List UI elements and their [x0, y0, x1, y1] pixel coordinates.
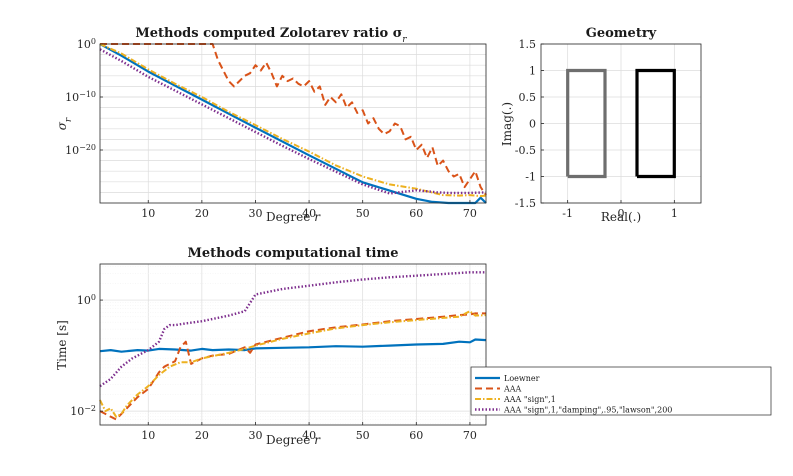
geometry-left-domain — [566, 68, 607, 179]
zolotarev-panel: Methods computed Zolotarev ratio σr 10 20… — [55, 26, 487, 224]
geometry-y-ticks: -1.5 -1 -0.5 0 0.5 1 1.5 — [515, 38, 544, 210]
zolotarev-axes-box — [99, 43, 487, 204]
time-xtick-label: 70 — [463, 429, 477, 442]
zolotarev-grid — [100, 43, 486, 203]
geometry-y-label: Imag(.) — [500, 102, 514, 146]
zolotarev-xtick-label: 30 — [248, 207, 262, 220]
zolotarev-series-loewner — [99, 43, 487, 205]
zolotarev-x-ticks: 10 20 30 40 50 60 70 — [141, 200, 477, 220]
time-series-aaa-sign-1 — [99, 310, 487, 418]
time-panel: Methods computational time 10 20 30 40 50 60 7… — [55, 246, 487, 447]
zolotarev-xtick-label: 60 — [409, 207, 423, 220]
time-x-ticks: 10 20 30 40 50 60 70 — [141, 422, 477, 442]
geometry-grid — [541, 43, 701, 204]
geometry-xtick-label: 0 — [618, 207, 625, 220]
zolotarev-ytick-label: 10−20 — [65, 143, 96, 158]
zolotarev-ytick-label: 100 — [77, 37, 96, 52]
geometry-xtick-label: -1 — [562, 207, 573, 220]
time-xtick-label: 50 — [356, 429, 370, 442]
zolotarev-xtick-label: 70 — [463, 207, 477, 220]
geometry-ytick-label: 1 — [529, 65, 536, 78]
zolotarev-series — [99, 43, 487, 205]
time-grid — [100, 264, 486, 425]
geometry-ytick-label: -1.5 — [515, 197, 536, 210]
zolotarev-y-label: σr — [55, 117, 74, 130]
geometry-ytick-label: -1 — [525, 171, 536, 184]
geometry-panel: Geometry -1 0 1 -1.5 -1 -0.5 0 0.5 1 1.5 Real(.)… — [500, 26, 702, 224]
zolotarev-xtick-label: 20 — [195, 207, 209, 220]
zolotarev-xtick-label: 40 — [302, 207, 316, 220]
geometry-title: Geometry — [586, 26, 657, 41]
geometry-xtick-label: 1 — [671, 207, 678, 220]
time-series-loewner — [99, 338, 487, 353]
zolotarev-ytick-label: 10−10 — [65, 90, 96, 105]
legend-label-aaa-sign-1: AAA "sign",1 — [503, 395, 556, 404]
time-xtick-label: 10 — [141, 429, 155, 442]
time-series-aaa-sign-1-damping-95-lawson-200 — [99, 271, 486, 388]
time-ytick-label: 100 — [77, 293, 96, 308]
zolotarev-y-ticks: 100 10−10 10−20 — [65, 37, 103, 158]
geometry-ytick-label: -0.5 — [515, 144, 536, 157]
zolotarev-xtick-label: 50 — [356, 207, 370, 220]
time-xtick-label: 30 — [248, 429, 262, 442]
time-xtick-label: 60 — [409, 429, 423, 442]
zolotarev-x-label: Degree r — [266, 210, 321, 224]
legend-box — [470, 366, 772, 416]
zolotarev-xtick-label: 10 — [141, 207, 155, 220]
time-series — [99, 271, 487, 421]
time-title: Methods computational time — [188, 246, 399, 261]
time-ytick-label: 10−2 — [70, 404, 96, 419]
geometry-series — [566, 68, 676, 179]
time-xtick-label: 20 — [195, 429, 209, 442]
geometry-x-ticks: -1 0 1 — [562, 200, 678, 220]
time-axes-box — [99, 263, 487, 426]
geometry-ytick-label: 0.5 — [519, 91, 537, 104]
zolotarev-title: Methods computed Zolotarev ratio σr — [135, 26, 407, 45]
zolotarev-series-aaa-sign-1-damping-95-lawson-200 — [99, 48, 487, 195]
legend-label-loewner: Loewner — [504, 374, 540, 383]
geometry-ytick-label: 1.5 — [519, 38, 537, 51]
legend-label-aaa-sign-1-damping-95-lawson-200: AAA "sign",1,"damping",.95,"lawson",200 — [503, 406, 672, 415]
legend-label-aaa: AAA — [503, 385, 522, 394]
time-x-label: Degree r — [266, 433, 321, 447]
time-y-label: Time [s] — [55, 320, 69, 370]
time-xtick-label: 40 — [302, 429, 316, 442]
geometry-right-domain — [635, 68, 676, 179]
geometry-x-label: Real(.) — [601, 210, 641, 224]
geometry-ytick-label: 0 — [529, 118, 536, 131]
zolotarev-series-aaa-sign-1 — [99, 43, 487, 198]
time-y-ticks: 100 10−2 — [70, 293, 103, 419]
zolotarev-series-aaa — [100, 43, 487, 196]
